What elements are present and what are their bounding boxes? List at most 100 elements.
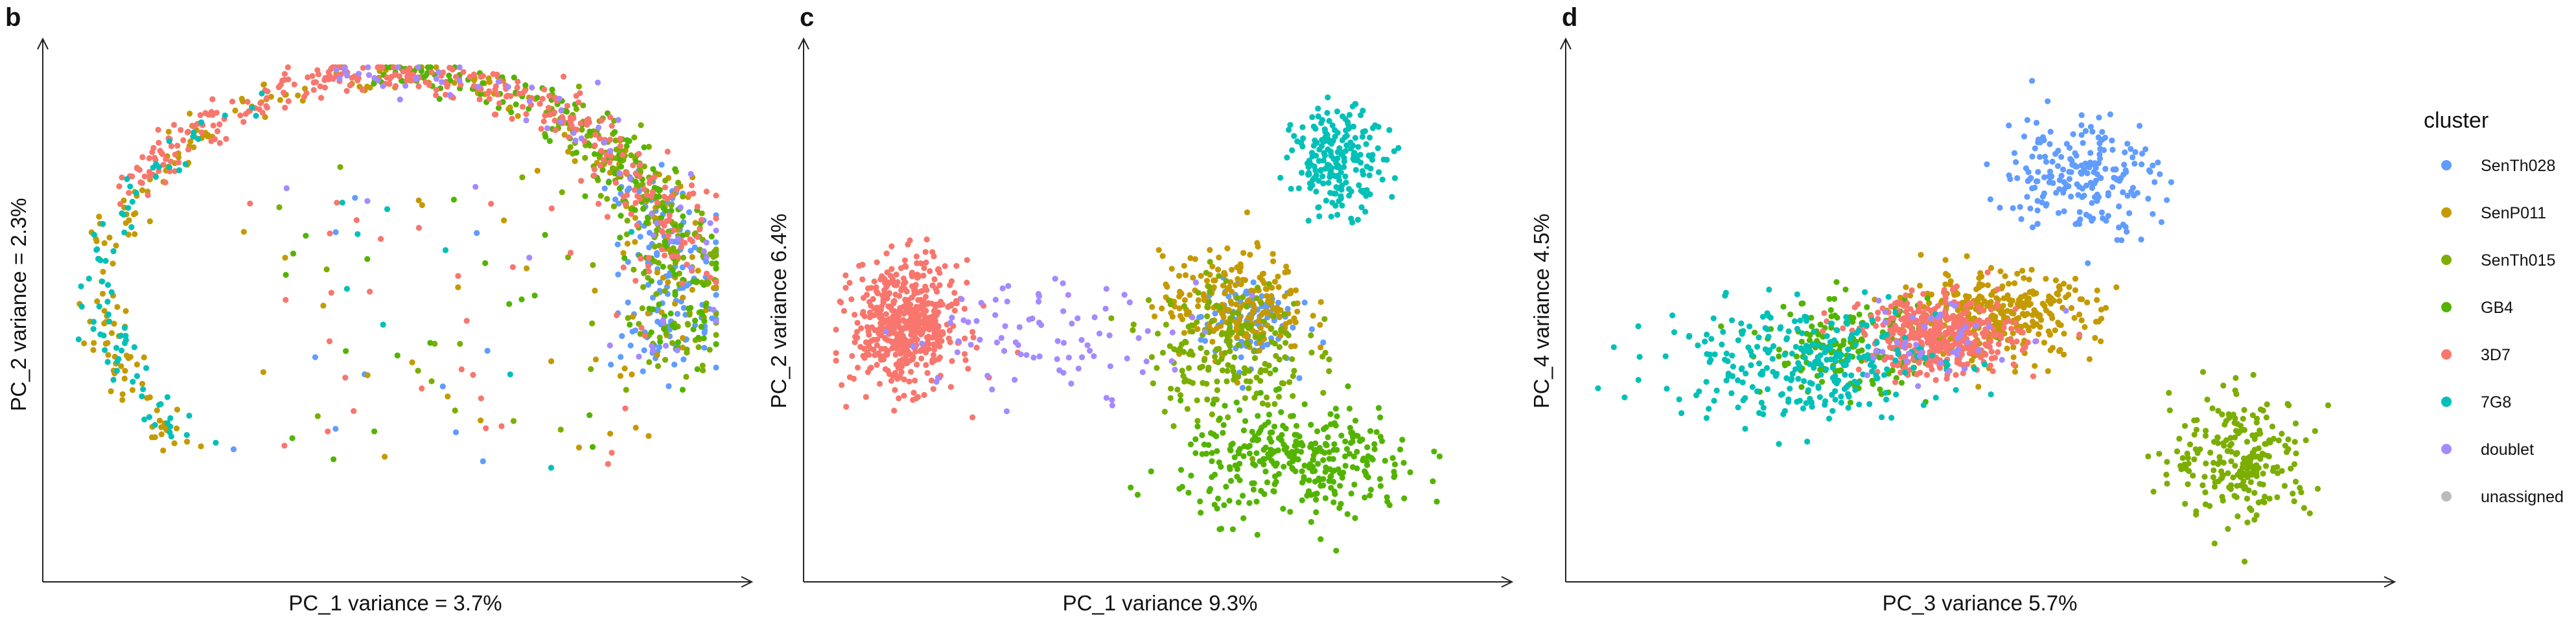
legend-swatch bbox=[2441, 444, 2452, 454]
point-d-senth015 bbox=[2202, 489, 2209, 496]
point-c-gb4 bbox=[1242, 418, 1249, 424]
point-d-doublet bbox=[1964, 339, 1971, 345]
point-c-doublet bbox=[978, 299, 984, 306]
point-d-gb4 bbox=[1831, 295, 1838, 302]
point-c-senp011 bbox=[1155, 247, 1162, 253]
point-d-3d7 bbox=[2012, 306, 2019, 312]
point-b-senp011 bbox=[132, 210, 139, 216]
point-c-3d7 bbox=[850, 375, 857, 382]
point-b-gb4 bbox=[480, 80, 486, 86]
point-b-senth028 bbox=[680, 356, 687, 363]
point-c-gb4 bbox=[1259, 424, 1265, 431]
point-c-3d7 bbox=[888, 279, 894, 285]
point-c-3d7 bbox=[922, 348, 929, 354]
point-b-doublet bbox=[688, 264, 694, 271]
point-b-senp011 bbox=[132, 231, 138, 237]
point-b-7g8 bbox=[384, 206, 391, 213]
point-b-3d7 bbox=[428, 69, 435, 76]
point-b-3d7 bbox=[470, 71, 478, 78]
point-b-doublet bbox=[365, 64, 371, 71]
point-d-senth028 bbox=[2124, 229, 2130, 235]
point-c-gb4 bbox=[1227, 478, 1235, 484]
point-c-3d7 bbox=[947, 339, 953, 345]
point-d-3d7 bbox=[2009, 339, 2015, 346]
point-c-7g8 bbox=[1316, 213, 1323, 220]
point-b-3d7 bbox=[198, 129, 205, 135]
point-d-7g8 bbox=[1735, 337, 1741, 343]
point-c-senth015 bbox=[1272, 330, 1279, 336]
point-b-gb4 bbox=[669, 322, 675, 329]
point-d-3d7 bbox=[1916, 323, 1922, 330]
point-d-senth028 bbox=[2096, 114, 2102, 121]
point-d-7g8 bbox=[1818, 371, 1824, 378]
point-b-3d7 bbox=[542, 112, 548, 119]
point-c-3d7 bbox=[870, 295, 876, 303]
point-c-7g8 bbox=[1295, 185, 1302, 192]
point-b-senth015 bbox=[510, 418, 517, 424]
point-c-3d7 bbox=[929, 314, 935, 320]
point-b-senp011 bbox=[592, 356, 599, 363]
point-b-doublet bbox=[526, 98, 533, 104]
point-d-3d7 bbox=[1995, 341, 2002, 347]
point-d-senth028 bbox=[2142, 146, 2149, 152]
point-c-senth015 bbox=[1130, 327, 1136, 334]
point-d-doublet bbox=[1955, 335, 1961, 341]
point-b-senp011 bbox=[261, 81, 267, 87]
point-d-senp011 bbox=[2047, 347, 2054, 354]
point-c-gb4 bbox=[1209, 458, 1215, 465]
point-d-7g8 bbox=[1807, 380, 1813, 386]
point-c-3d7 bbox=[931, 276, 938, 283]
point-d-3d7 bbox=[1943, 315, 1949, 321]
point-c-doublet bbox=[1084, 342, 1091, 349]
point-d-doublet bbox=[1910, 314, 1916, 321]
point-c-3d7 bbox=[860, 295, 867, 301]
point-c-7g8 bbox=[1287, 122, 1294, 128]
point-d-senth015 bbox=[2214, 434, 2221, 441]
point-c-doublet bbox=[1056, 367, 1063, 374]
point-c-gb4 bbox=[1266, 411, 1272, 418]
point-d-3d7 bbox=[1951, 316, 1958, 322]
point-d-senth028 bbox=[2158, 219, 2164, 225]
point-b-3d7 bbox=[247, 200, 253, 207]
point-c-senp011 bbox=[1270, 251, 1276, 257]
panel-letter-c: c bbox=[800, 3, 814, 32]
point-d-3d7 bbox=[1916, 360, 1922, 366]
point-d-senp011 bbox=[2039, 301, 2046, 307]
point-c-gb4 bbox=[1308, 518, 1314, 526]
point-c-senp011 bbox=[1264, 293, 1270, 299]
point-b-doublet bbox=[713, 227, 719, 234]
point-d-7g8 bbox=[1734, 377, 1741, 384]
point-c-gb4 bbox=[1342, 438, 1349, 445]
point-d-3d7 bbox=[1903, 292, 1909, 299]
point-b-3d7 bbox=[180, 137, 187, 143]
point-d-7g8 bbox=[1764, 310, 1770, 316]
point-b-3d7 bbox=[378, 236, 384, 242]
point-c-gb4 bbox=[1306, 477, 1312, 484]
point-d-7g8 bbox=[1971, 365, 1978, 372]
point-c-doublet bbox=[1102, 305, 1109, 312]
point-b-doublet bbox=[433, 76, 440, 82]
point-d-senth015 bbox=[2291, 461, 2298, 468]
point-b-gb4 bbox=[586, 412, 593, 419]
point-b-3d7 bbox=[682, 240, 688, 246]
point-b-3d7 bbox=[603, 152, 610, 158]
legend-items: SenTh028SenP011SenTh015GB43D77G8doubletu… bbox=[2441, 157, 2564, 506]
point-d-7g8 bbox=[1728, 317, 1735, 323]
point-b-3d7 bbox=[519, 104, 526, 110]
point-d-senth028 bbox=[2083, 182, 2090, 189]
point-c-3d7 bbox=[928, 377, 935, 384]
point-b-senp011 bbox=[702, 306, 709, 314]
point-c-doublet bbox=[1143, 358, 1150, 365]
point-b-doublet bbox=[707, 220, 714, 226]
point-b-gb4 bbox=[618, 163, 625, 170]
point-c-senp011 bbox=[1222, 290, 1228, 297]
point-b-gb4 bbox=[669, 267, 676, 273]
point-b-gb4 bbox=[627, 321, 633, 328]
points-b bbox=[75, 64, 719, 471]
point-c-gb4 bbox=[1334, 413, 1340, 420]
point-b-3d7 bbox=[658, 220, 664, 226]
point-c-gb4 bbox=[1389, 455, 1396, 461]
point-b-7g8 bbox=[166, 164, 172, 170]
legend-swatch bbox=[2441, 491, 2452, 502]
